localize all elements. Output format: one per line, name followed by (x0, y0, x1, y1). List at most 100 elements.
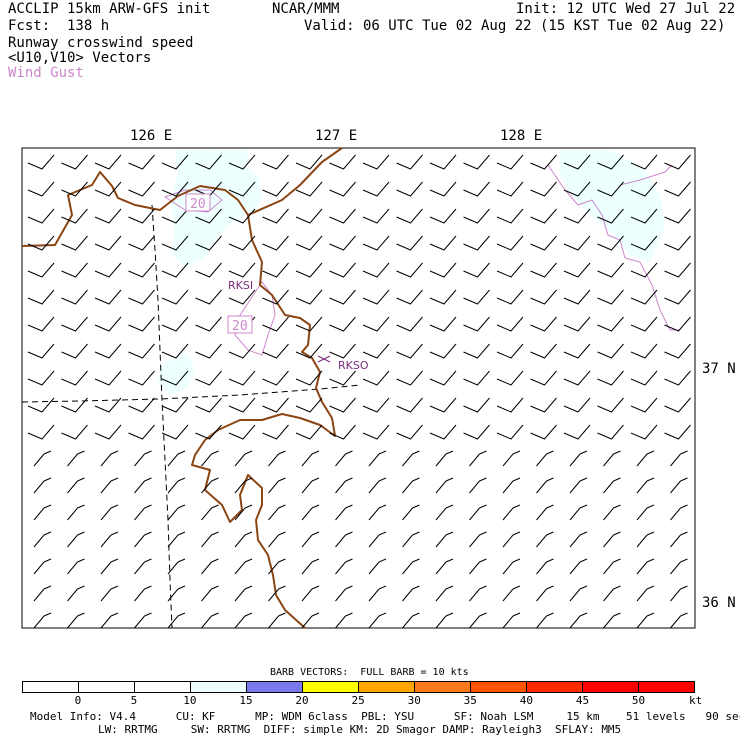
wind-barb (335, 612, 353, 629)
wind-barb (463, 424, 490, 440)
wind-barb (268, 531, 286, 548)
wind-barb (630, 343, 658, 359)
wind-barb (329, 235, 356, 251)
wind-barb (61, 316, 88, 332)
lat-label-36: 36 N (702, 595, 736, 611)
wind-barb (234, 450, 253, 467)
wind-barb (161, 181, 189, 197)
wind-barb (295, 181, 323, 197)
color-bar-segment (247, 682, 303, 692)
wind-barb (463, 343, 490, 359)
wind-barb (429, 370, 457, 386)
wind-barb (301, 504, 320, 521)
wind-barb (134, 504, 152, 521)
wind-barb (234, 477, 253, 494)
wind-barb (396, 289, 423, 305)
wind-barb (167, 612, 186, 629)
wind-barb (563, 397, 591, 413)
wind-barb (463, 262, 490, 278)
model-info-line2: LW: RRTMG SW: RRTMG DIFF: simple KM: 2D … (98, 723, 622, 736)
wind-barb (368, 585, 387, 602)
map-frame (21, 147, 696, 629)
wind-barb (329, 343, 356, 359)
wind-barb (630, 289, 658, 305)
wind-barb (396, 397, 423, 413)
wind-barb (368, 558, 387, 575)
wind-barb (27, 370, 55, 386)
wind-barb (228, 343, 256, 359)
wind-barb (536, 477, 554, 494)
wind-barb (435, 612, 454, 629)
wind-barb (496, 235, 524, 251)
wind-barb (94, 262, 122, 278)
wind-barb (368, 531, 387, 548)
wind-barb (563, 370, 591, 386)
wind-barb (396, 316, 423, 332)
wind-barb (128, 424, 155, 440)
wind-barb (396, 235, 423, 251)
wind-barb (502, 558, 521, 575)
wind-barb (27, 343, 55, 359)
wind-barb (94, 397, 122, 413)
wind-barb (530, 397, 557, 413)
wind-barb (27, 262, 55, 278)
wind-barb (563, 343, 591, 359)
wind-barb (27, 289, 55, 305)
wind-barb (100, 504, 119, 521)
wind-barb (569, 531, 588, 548)
wind-barb (362, 235, 390, 251)
wind-barb (27, 235, 55, 251)
wind-barb (234, 531, 253, 548)
wind-barb (368, 477, 387, 494)
wind-barb (234, 504, 253, 521)
wind-barb (61, 289, 88, 305)
wind-barb (262, 181, 289, 197)
wind-barb (664, 289, 691, 305)
wind-barb (33, 531, 52, 548)
wind-barb (61, 424, 88, 440)
wind-barb (67, 504, 85, 521)
wind-barb (597, 208, 624, 224)
wind-barb (295, 316, 323, 332)
wind-barb (295, 370, 323, 386)
wind-barb (435, 531, 454, 548)
wind-barb (329, 181, 356, 197)
wind-barb (362, 343, 390, 359)
wind-barb (463, 370, 490, 386)
wind-barb (569, 504, 588, 521)
station-rksi: RKSI (228, 279, 253, 292)
wind-barb (100, 531, 119, 548)
wind-barb (94, 370, 122, 386)
wind-barb (301, 531, 320, 548)
wind-barb (597, 235, 624, 251)
wind-barb (94, 154, 122, 170)
wind-barb (435, 450, 454, 467)
wind-barb (195, 343, 222, 359)
wind-barb (402, 558, 420, 575)
wind-barb (664, 343, 691, 359)
station-rkso: RKSO (338, 359, 369, 372)
lon-label-126: 126 E (130, 128, 172, 144)
wind-barb (94, 235, 122, 251)
wind-barb (27, 397, 55, 413)
wind-barb (195, 316, 222, 332)
wind-barb (201, 450, 219, 467)
wind-barb (335, 504, 353, 521)
wind-barb (94, 289, 122, 305)
wind-barb (563, 154, 591, 170)
wind-barb (228, 235, 256, 251)
wind-map: RKSI RKSO 20 20 126 E 127 E 128 E 37 N 3… (21, 128, 736, 629)
wind-barb (603, 450, 621, 467)
wind-barb (368, 504, 387, 521)
wind-barb (429, 424, 457, 440)
wind-barb (67, 450, 85, 467)
wind-barb (569, 612, 588, 629)
wind-barb (530, 154, 557, 170)
wind-barb (664, 235, 691, 251)
gust-label-1: 20 (185, 193, 211, 212)
wind-barb (670, 612, 688, 629)
wind-barb (228, 208, 256, 224)
wind-barb (396, 424, 423, 440)
wind-barb (335, 477, 353, 494)
wind-barb (134, 585, 152, 602)
